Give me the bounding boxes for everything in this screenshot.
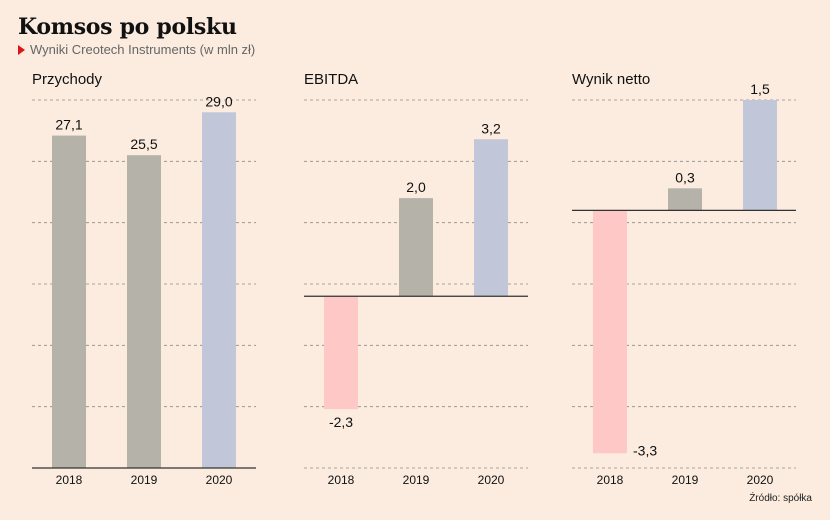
- panel-revenue: Przychody 27,1 2018 25,5 2019 29,0 2020: [32, 71, 256, 487]
- data-label: 29,0: [205, 93, 232, 109]
- panel-ebitda: EBITDA -2,3 2018 2,0 2019 3,2 2020: [304, 71, 528, 487]
- panel-title: Przychody: [32, 71, 103, 88]
- x-tick-label: 2019: [403, 473, 430, 487]
- data-label: -3,3: [633, 442, 657, 458]
- x-tick-label: 2020: [747, 473, 774, 487]
- data-label: -2,3: [329, 414, 353, 430]
- panel-title: EBITDA: [304, 71, 358, 88]
- data-label: 2,0: [406, 179, 426, 195]
- bar-2019: [668, 188, 702, 211]
- x-tick-label: 2019: [131, 473, 158, 487]
- bar-2020: [743, 100, 777, 211]
- chart-subtitle: Wyniki Creotech Instruments (w mln zł): [18, 42, 255, 57]
- bar-2019: [127, 155, 161, 468]
- data-label: 25,5: [130, 136, 157, 152]
- x-tick-label: 2020: [478, 473, 505, 487]
- data-label: 0,3: [675, 169, 695, 185]
- panel-title: Wynik netto: [572, 71, 650, 88]
- x-tick-label: 2019: [672, 473, 699, 487]
- x-tick-label: 2018: [56, 473, 83, 487]
- x-tick-label: 2018: [328, 473, 355, 487]
- bar-2020: [474, 139, 508, 297]
- x-tick-label: 2020: [206, 473, 233, 487]
- bar-2018: [593, 210, 627, 454]
- data-label: 1,5: [750, 81, 770, 97]
- panel-net-income: Wynik netto -3,3 2018 0,3 2019 1,5 2020: [572, 71, 796, 487]
- source-note: Źródło: spółka: [749, 493, 812, 504]
- subtitle-text: Wyniki Creotech Instruments (w mln zł): [30, 42, 256, 57]
- data-label: 27,1: [55, 117, 82, 133]
- red-triangle-icon: [18, 44, 25, 55]
- bar-2020: [202, 112, 236, 469]
- x-tick-label: 2018: [597, 473, 624, 487]
- bar-2019: [399, 198, 433, 297]
- bar-2018: [324, 296, 358, 410]
- bar-2018: [52, 135, 86, 468]
- chart-title: Komsos po polsku: [18, 14, 237, 40]
- data-label: 3,2: [481, 120, 501, 136]
